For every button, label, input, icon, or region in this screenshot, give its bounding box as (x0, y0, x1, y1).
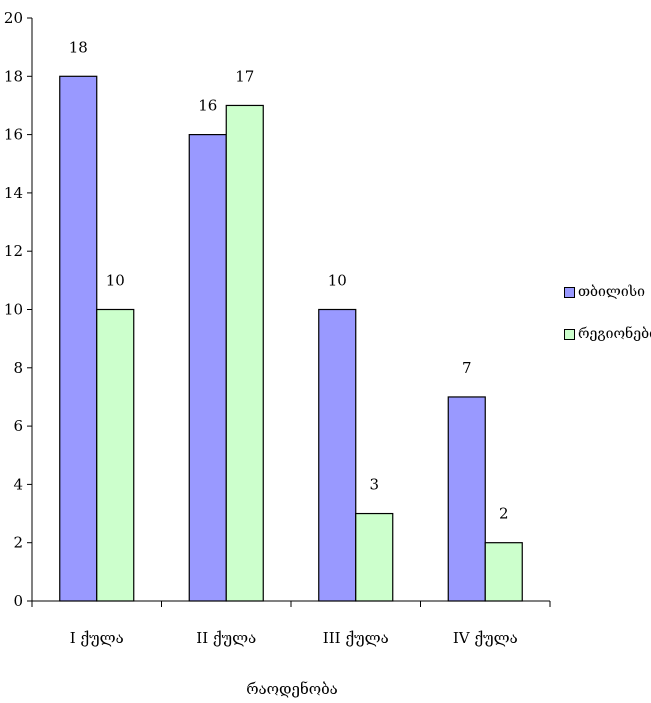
data-label: 17 (235, 67, 254, 85)
data-label: 16 (198, 97, 217, 115)
bar-series-1-2 (355, 512, 394, 602)
bar-series-0-2 (318, 308, 357, 602)
category-labels: I ქულა II ქულა III ქულა IV ქულა (70, 629, 518, 647)
category-label: III ქულა (323, 629, 389, 647)
x-axis (31, 600, 551, 607)
y-tick-label: 0 (13, 592, 23, 610)
y-tick-label: 2 (13, 534, 23, 552)
legend: თბილისი რეგიონები (564, 281, 651, 365)
bar-series-0-1 (188, 134, 227, 602)
legend-item-1: რეგიონები (564, 323, 651, 345)
y-tick-label: 16 (4, 126, 23, 144)
bar-series-0-3 (447, 396, 486, 602)
bar-series-1-1 (225, 104, 264, 602)
data-label: 10 (106, 272, 125, 290)
data-label: 2 (499, 505, 509, 523)
data-label: 10 (328, 272, 347, 290)
y-tick-label: 20 (4, 9, 23, 27)
data-label: 7 (462, 359, 472, 377)
category-label: I ქულა (70, 629, 124, 647)
legend-swatch-1 (564, 328, 575, 340)
legend-label-1: რეგიონები (578, 326, 651, 342)
category-label: IV ქულა (453, 629, 518, 647)
data-label: 18 (69, 38, 88, 56)
data-labels-layer: 18 10 16 17 10 3 7 2 (69, 38, 509, 522)
y-tick-label: 14 (4, 184, 23, 202)
y-axis: 0 2 4 6 8 10 12 14 16 18 20 (4, 9, 33, 610)
bar-series-1-0 (96, 308, 135, 602)
bars-layer (59, 75, 523, 602)
y-tick-label: 6 (13, 417, 23, 435)
x-axis-title: რაოდენობა (246, 680, 338, 698)
y-tick-label: 18 (4, 67, 23, 85)
data-label: 3 (369, 476, 379, 494)
y-tick-label: 8 (13, 359, 23, 377)
y-tick-label: 12 (4, 242, 23, 260)
category-label: II ქულა (196, 629, 256, 647)
legend-swatch-0 (564, 286, 575, 298)
bar-series-0-0 (59, 75, 98, 602)
bar-series-1-3 (484, 542, 523, 602)
y-tick-label: 10 (4, 301, 23, 319)
legend-label-0: თბილისი (578, 284, 645, 300)
y-tick-label: 4 (13, 475, 23, 493)
legend-item-0: თბილისი (564, 281, 651, 303)
